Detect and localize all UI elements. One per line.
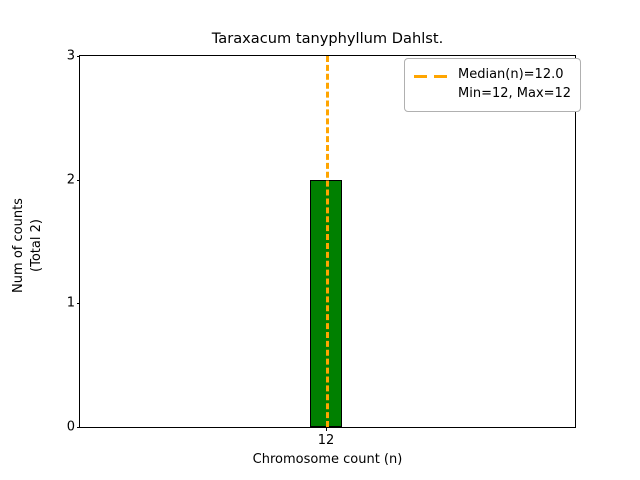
legend-entry-text: Median(n)=12.0 Min=12, Max=12 — [458, 66, 571, 104]
plot-inner — [80, 56, 575, 427]
chart-title: Taraxacum tanyphyllum Dahlst. — [211, 30, 444, 47]
y-axis-label-line-1: Num of counts — [10, 198, 26, 293]
legend-box: Median(n)=12.0 Min=12, Max=12 — [404, 58, 582, 112]
ytick-label: 1 — [66, 295, 75, 311]
legend-line-2: Min=12, Max=12 — [458, 85, 572, 101]
xtick-mark — [326, 427, 327, 431]
ytick-label: 3 — [66, 48, 75, 64]
ytick-label: 0 — [66, 419, 75, 435]
ytick-mark — [76, 179, 80, 181]
y-axis-label: Num of counts (Total 2) — [0, 0, 56, 480]
xtick-label: 12 — [317, 433, 335, 448]
ytick-mark — [76, 303, 80, 305]
x-axis-label: Chromosome count (n) — [252, 452, 403, 467]
median-line — [326, 56, 329, 427]
y-axis-label-line-2: (Total 2) — [29, 219, 44, 272]
legend-entry-median: Median(n)=12.0 Min=12, Max=12 — [414, 66, 571, 104]
ytick-label: 2 — [66, 172, 75, 188]
dashed-line-icon — [414, 68, 450, 84]
plot-area: 0 1 2 3 12 — [67, 49, 576, 448]
legend-line-1: Median(n)=12.0 — [458, 67, 564, 82]
ytick-mark — [76, 56, 80, 57]
ytick-mark — [76, 427, 80, 428]
